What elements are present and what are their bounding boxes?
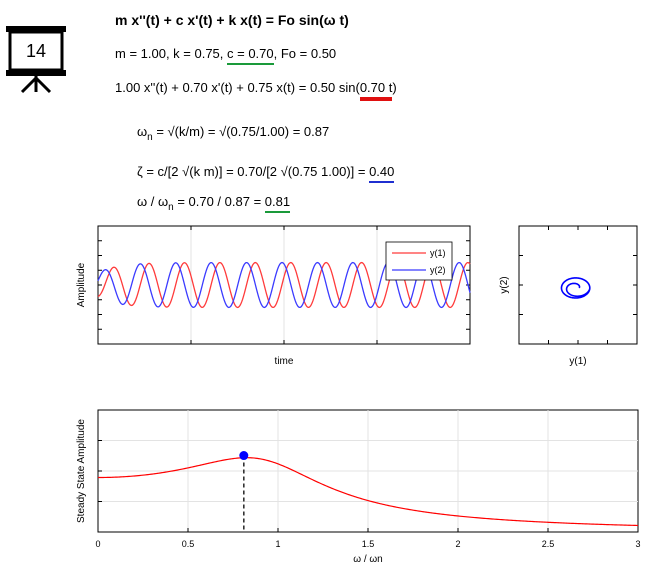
ratio-prefix: ω / ω bbox=[137, 194, 169, 209]
resonance-x-tick-label: 1.5 bbox=[362, 539, 375, 549]
resonance-x-tick-label: 0.5 bbox=[182, 539, 195, 549]
damping-ratio-expr: ζ = c/[2 √(k m)] = 0.70/[2 √(0.75 1.00)]… bbox=[137, 164, 370, 179]
parameters-line: m = 1.00, k = 0.75, c = 0.70, Fo = 0.50 bbox=[115, 46, 336, 65]
ode-suffix: ) bbox=[392, 80, 397, 95]
slide-badge[interactable]: 14 bbox=[4, 26, 68, 94]
slide-number: 14 bbox=[25, 41, 47, 61]
time-response-chart: y(1) y(2) time Amplitude bbox=[76, 225, 471, 367]
forcing-term: 0.70 t bbox=[359, 80, 393, 101]
ode-prefix: 1.00 x''(t) + 0.70 x'(t) + 0.75 x(t) = 0… bbox=[115, 80, 360, 95]
resonance-chart: 0 0.5 1 1.5 2 2.5 3 ω / ωn Steady State Amplit… bbox=[76, 409, 641, 563]
frequency-ratio-line: ω / ωn = 0.70 / 0.87 = 0.81 bbox=[137, 194, 291, 213]
ratio-mid: = 0.70 / 0.87 = bbox=[173, 194, 265, 209]
time-x-axis-label: time bbox=[275, 356, 294, 367]
time-y-axis-label: Amplitude bbox=[76, 262, 87, 307]
phase-y-axis-label: y(2) bbox=[499, 276, 510, 293]
resonance-x-tick-label: 2.5 bbox=[542, 539, 555, 549]
params-prefix: m = 1.00, k = 0.75, bbox=[115, 46, 228, 61]
natural-frequency-line: ωn = √(k/m) = √(0.75/1.00) = 0.87 bbox=[137, 124, 330, 143]
phase-trajectory bbox=[560, 277, 591, 299]
resonance-x-tick-label: 1 bbox=[275, 539, 280, 549]
damping-coefficient: c = 0.70 bbox=[227, 46, 274, 65]
presentation-board-icon bbox=[6, 26, 66, 94]
resonance-y-axis-label: Steady State Amplitude bbox=[76, 419, 87, 523]
legend-y2-label: y(2) bbox=[430, 265, 446, 275]
ode-line: 1.00 x''(t) + 0.70 x'(t) + 0.75 x(t) = 0… bbox=[115, 80, 397, 101]
damping-ratio-value: 0.40 bbox=[369, 164, 395, 183]
series-y1-line bbox=[97, 261, 471, 309]
resonance-x-tick-label: 3 bbox=[635, 539, 640, 549]
phase-portrait-chart: y(1) y(2) bbox=[499, 225, 638, 367]
frequency-ratio-value: 0.81 bbox=[264, 194, 291, 213]
steady-state-amplitude-curve bbox=[97, 457, 639, 527]
natural-frequency-expr: = √(k/m) = √(0.75/1.00) = 0.87 bbox=[152, 124, 330, 139]
params-suffix: , Fo = 0.50 bbox=[273, 46, 337, 61]
resonance-x-tick-label: 0 bbox=[95, 539, 100, 549]
series-y2-line bbox=[97, 261, 471, 309]
equation-title: m x''(t) + c x'(t) + k x(t) = Fo sin(ω t… bbox=[115, 12, 349, 28]
legend: y(1) y(2) bbox=[385, 241, 453, 281]
resonance-x-axis-label: ω / ωn bbox=[353, 554, 383, 563]
ratio-subscript: n bbox=[168, 202, 174, 213]
operating-point-marker[interactable] bbox=[239, 451, 249, 461]
damping-ratio-line: ζ = c/[2 √(k m)] = 0.70/[2 √(0.75 1.00)]… bbox=[137, 164, 395, 183]
omega-subscript: n bbox=[147, 132, 153, 143]
omega-symbol: ω bbox=[137, 124, 148, 139]
resonance-x-tick-label: 2 bbox=[455, 539, 460, 549]
legend-y1-label: y(1) bbox=[430, 248, 446, 258]
phase-x-axis-label: y(1) bbox=[569, 356, 586, 367]
